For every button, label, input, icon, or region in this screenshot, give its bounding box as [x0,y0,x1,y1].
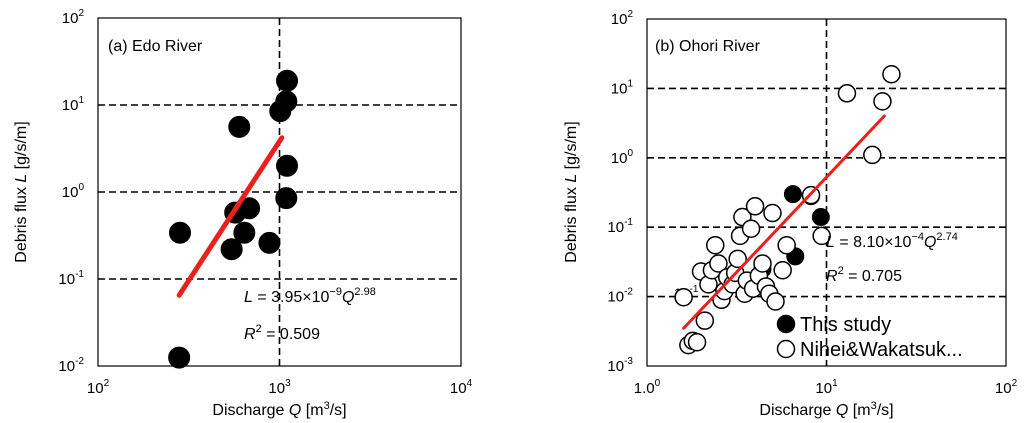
data-point-open [812,226,831,246]
y-tick-label: 100 [611,148,634,167]
panel-label: (a) Edo River [108,38,203,55]
y-tick-label: 10-1 [58,269,84,288]
data-point-filled [168,346,191,369]
data-point-open [873,92,892,111]
data-point-open [837,84,857,103]
legend-marker-open [776,339,796,359]
data-point-open [705,235,725,255]
data-point-open [766,292,785,311]
data-point-open [763,203,782,223]
y-tick-label: 10-2 [607,287,633,306]
y-tick-label: 10-3 [607,356,633,375]
data-point-filled [220,238,243,261]
y-tick-label: 101 [62,95,85,114]
regression-equation: L = 3.95×10−9Q2.98 [244,286,376,306]
data-point-filled [276,154,299,177]
x-tick-label: 1.00 [634,378,661,397]
data-point-open [753,254,772,273]
data-point-filled [228,115,251,138]
panel-label: (b) Ohori River [655,38,761,55]
data-point-open [741,219,761,238]
y-tick-label: 100 [62,182,85,201]
regression-line [176,135,285,298]
y-tick-label: 10-2 [58,356,84,375]
y-tick-label: 101 [611,78,634,97]
y-tick-label: 10-1 [607,217,633,236]
data-point-filled [258,231,281,254]
data-point-filled [811,208,830,227]
data-point-open [674,287,693,307]
plot-frame [646,18,1007,367]
data-point-open [695,311,715,330]
data-point-filled [233,221,256,244]
x-tick-label: 104 [450,378,473,397]
data-point-open [863,145,882,165]
data-point-open [709,254,728,273]
chart-panel-ohori-river: 1.00 101 102 10-3 10-2 10-1 100 101 102 Discharge… [563,9,1018,419]
plot-frame [97,17,462,367]
regression-line [682,114,886,330]
x-tick-label: 102 [87,378,110,397]
data-point-open [777,235,796,255]
legend-label: This study [800,314,891,336]
y-axis-label: Debris flux L [g/s/m] [563,121,580,262]
y-tick-label: 102 [611,9,634,28]
y-tick-label: 102 [62,8,85,27]
x-axis-label: Discharge Q [m3/s] [212,400,346,419]
data-point-filled [275,187,298,210]
data-point-filled [275,90,298,113]
data-point-open [745,197,765,216]
x-axis-label: Discharge Q [m3/s] [759,400,893,419]
r-squared: R2 = 0.509 [244,323,320,343]
x-tick-label: 102 [995,378,1018,397]
regression-equation: L = 8.10×10−4Q2.74 [826,231,958,251]
data-point-filled [276,69,299,92]
legend-label: Nihei&Wakatsuk... [800,339,963,361]
data-point-open [882,64,901,84]
chart-panel-edo-river: 102 103 104 10-2 10-1 100 101 102 Discharge Q [m… [13,8,473,419]
data-point-filled [168,221,191,244]
y-axis-label: Debris flux L [g/s/m] [13,121,30,262]
data-point-open [773,260,792,280]
data-point-open [728,249,747,269]
r-squared: R2 = 0.705 [826,265,902,285]
data-point-filled [783,185,802,204]
x-tick-label: 101 [815,378,838,397]
legend-marker-filled [776,314,796,334]
x-tick-label: 103 [268,378,291,397]
data-point-open [687,332,707,352]
